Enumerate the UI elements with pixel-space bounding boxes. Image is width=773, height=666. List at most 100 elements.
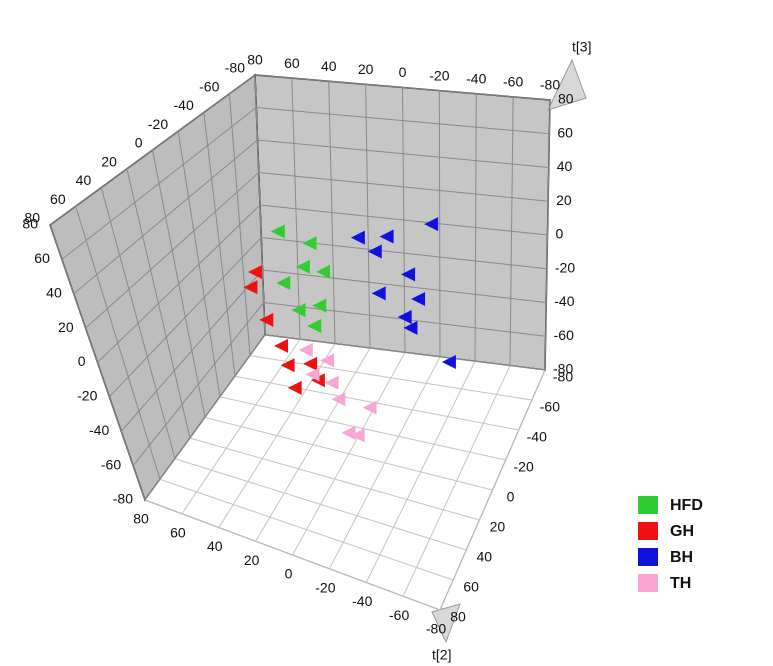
z-tick-label: -20 bbox=[555, 259, 575, 275]
z-axis-arrow bbox=[547, 58, 587, 111]
grid-line bbox=[85, 172, 260, 329]
legend-swatch bbox=[638, 522, 658, 540]
x-tick-label: -60 bbox=[503, 74, 523, 90]
y-tick-label: 80 bbox=[24, 210, 40, 226]
legend-label: TH bbox=[670, 575, 691, 592]
grid-line bbox=[264, 334, 546, 371]
point bbox=[324, 375, 339, 390]
x-tick-label: 40 bbox=[207, 538, 223, 554]
z-tick-label: 40 bbox=[557, 158, 573, 174]
point bbox=[341, 425, 356, 440]
y-tick-label: 60 bbox=[463, 579, 479, 595]
point bbox=[379, 229, 394, 244]
x-tick-label: 60 bbox=[170, 524, 186, 540]
y-tick-label: 0 bbox=[507, 489, 515, 505]
point bbox=[295, 259, 310, 274]
point bbox=[371, 286, 386, 301]
grid-line bbox=[144, 334, 266, 501]
point bbox=[243, 280, 258, 295]
point bbox=[259, 312, 274, 327]
x-tick-label: 40 bbox=[321, 58, 337, 74]
z-tick-label: 0 bbox=[556, 226, 564, 242]
x-tick-label: -20 bbox=[429, 67, 449, 83]
legend-swatch bbox=[638, 548, 658, 566]
grid-line bbox=[262, 269, 547, 303]
z-tick-label: -80 bbox=[113, 491, 133, 507]
grid-line bbox=[258, 172, 549, 202]
point bbox=[248, 265, 263, 280]
y-tick-label: 0 bbox=[135, 135, 143, 151]
x-tick-label: 0 bbox=[399, 64, 407, 80]
grid-line bbox=[120, 269, 263, 432]
grid-line bbox=[257, 139, 549, 168]
point bbox=[424, 217, 439, 232]
y-tick-label: 20 bbox=[101, 153, 117, 169]
y-tick-label: -40 bbox=[527, 429, 547, 445]
x-tick-label: 20 bbox=[244, 552, 260, 568]
point bbox=[287, 380, 302, 395]
z-tick-label: 60 bbox=[557, 124, 573, 140]
x-tick-label: 80 bbox=[247, 52, 263, 68]
y-tick-label: 20 bbox=[490, 519, 506, 535]
point bbox=[320, 353, 335, 368]
x-tick-label: 60 bbox=[284, 55, 300, 71]
x-tick-label: 80 bbox=[133, 511, 149, 527]
point bbox=[401, 267, 416, 282]
z-tick-label: 80 bbox=[558, 91, 574, 107]
point bbox=[350, 428, 365, 443]
grid-line bbox=[234, 375, 519, 431]
point bbox=[305, 367, 320, 382]
point bbox=[302, 236, 317, 251]
legend-label: HFD bbox=[670, 497, 703, 514]
x-tick-label: -40 bbox=[352, 593, 372, 609]
y-tick-label: -20 bbox=[514, 459, 534, 475]
z-axis-label: t[3] bbox=[572, 39, 591, 55]
grid-line bbox=[189, 437, 480, 521]
x-tick-label: 20 bbox=[358, 61, 374, 77]
grid-line bbox=[256, 107, 550, 135]
point bbox=[274, 338, 289, 353]
labels: -80-80-60-60-40-40-20-200020204040606080… bbox=[22, 39, 702, 663]
x-tick-label: 0 bbox=[285, 566, 293, 582]
z-tick-label: -80 bbox=[553, 361, 573, 377]
z-tick-label: 40 bbox=[46, 284, 62, 300]
point bbox=[397, 310, 412, 325]
grid-line bbox=[204, 417, 493, 491]
x-tick-label: -60 bbox=[389, 607, 409, 623]
grid-line bbox=[174, 458, 467, 551]
z-tick-label: 80 bbox=[22, 216, 38, 232]
x-tick-label: -80 bbox=[426, 621, 446, 637]
grid-line bbox=[219, 396, 506, 461]
y-tick-label: -40 bbox=[174, 97, 194, 113]
x-tick-label: -20 bbox=[315, 579, 335, 595]
point bbox=[403, 320, 418, 335]
point bbox=[331, 392, 346, 407]
point bbox=[312, 298, 327, 313]
y-axis-arrow bbox=[431, 603, 461, 644]
legend-swatch bbox=[638, 496, 658, 514]
grid-line bbox=[254, 74, 551, 101]
z-tick-label: 0 bbox=[78, 353, 86, 369]
point bbox=[270, 224, 285, 239]
grid-line bbox=[132, 302, 265, 466]
point bbox=[280, 358, 295, 373]
grid-line bbox=[49, 74, 256, 226]
grid-line bbox=[144, 499, 441, 611]
point bbox=[298, 342, 313, 357]
y-tick-label: -20 bbox=[148, 116, 168, 132]
walls bbox=[49, 58, 587, 644]
point bbox=[411, 292, 426, 307]
y-tick-label: 80 bbox=[450, 609, 466, 625]
point bbox=[350, 230, 365, 245]
y-tick-label: -60 bbox=[199, 78, 219, 94]
point bbox=[362, 400, 377, 415]
grid-line bbox=[61, 107, 257, 260]
point bbox=[441, 355, 456, 370]
point bbox=[303, 356, 318, 371]
point bbox=[307, 319, 322, 334]
point bbox=[291, 303, 306, 318]
marks bbox=[243, 217, 456, 443]
point bbox=[276, 275, 291, 290]
